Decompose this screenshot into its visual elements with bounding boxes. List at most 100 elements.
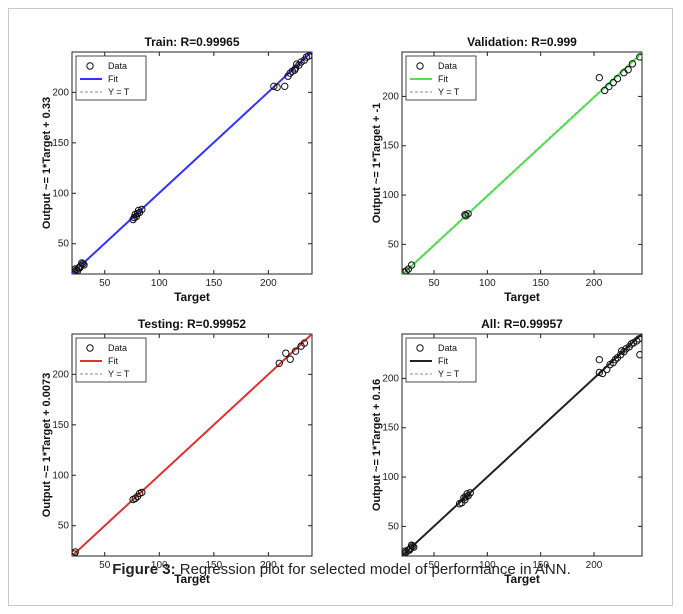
chart-title: Train: R=0.99965 — [144, 35, 239, 49]
chart-title: Validation: R=0.999 — [467, 35, 577, 49]
chart-train-svg: Train: R=0.99965 50 100 150 200 50 100 150 200 Ta… — [41, 35, 313, 304]
x-tick-label: 100 — [151, 278, 168, 289]
data-point — [618, 347, 626, 355]
y-tick-label: 150 — [382, 141, 399, 152]
data-point — [611, 355, 620, 364]
y-axis-label: Output ~= 1*Target + -1 — [371, 103, 383, 224]
data-point — [134, 206, 143, 215]
plot-content — [72, 334, 312, 556]
data-point — [461, 211, 469, 219]
y-tick-label: 50 — [388, 521, 400, 532]
chart-panel-testing: Testing: R=0.99952 50 100 150 200 50 100 150 200… — [38, 312, 338, 586]
data-point — [464, 210, 472, 218]
data-point — [286, 355, 294, 363]
y-tick-label: 200 — [382, 373, 399, 384]
data-point — [595, 368, 604, 377]
y-tick-label: 150 — [52, 420, 69, 431]
x-tick-label: 150 — [532, 278, 549, 289]
data-point — [305, 52, 312, 60]
legend-label-data: Data — [108, 343, 127, 353]
legend-label-fit: Fit — [438, 356, 448, 366]
legend-data-marker — [416, 344, 424, 352]
legend-label-fit: Fit — [108, 356, 118, 366]
data-point — [598, 369, 607, 378]
x-tick-label: 50 — [428, 278, 440, 289]
y-tick-label: 150 — [52, 138, 69, 149]
x-tick-label: 100 — [479, 278, 496, 289]
x-tick-label: 150 — [532, 560, 549, 571]
data-point — [407, 261, 416, 269]
y-tick-label: 100 — [52, 470, 69, 481]
caption-label: Figure 3: — [112, 561, 176, 578]
y-tick-label: 200 — [52, 87, 69, 98]
y-tick-label: 150 — [382, 423, 399, 434]
legend-label-data: Data — [438, 61, 457, 71]
legend-label-identity: Y = T — [438, 87, 460, 97]
data-point — [78, 259, 86, 267]
y-tick-label: 200 — [52, 369, 69, 380]
x-tick-label: 50 — [428, 560, 440, 571]
legend-label-identity: Y = T — [108, 369, 130, 379]
x-tick-label: 200 — [260, 278, 277, 289]
chart-all-svg: All: R=0.99957 50 100 150 200 50 100 150 200 Targ… — [371, 317, 643, 586]
x-tick-label: 200 — [586, 560, 603, 571]
data-point — [632, 337, 641, 345]
x-axis-label: Target — [174, 572, 210, 586]
data-point — [270, 82, 278, 91]
y-tick-label: 50 — [58, 521, 70, 532]
x-tick-label: 100 — [479, 560, 496, 571]
legend-label-data: Data — [108, 61, 127, 71]
plot-content — [402, 52, 642, 274]
chart-title: Testing: R=0.99952 — [138, 317, 246, 331]
chart-panel-all: All: R=0.99957 50 100 150 200 50 100 150 200 Targ… — [368, 312, 668, 586]
caption-text: Regression plot for selected model of pe… — [179, 561, 571, 578]
legend-label-identity: Y = T — [438, 369, 460, 379]
data-point — [300, 339, 309, 347]
figure-caption: Figure 3: Regression plot for selected m… — [0, 561, 683, 578]
x-tick-label: 150 — [205, 560, 222, 571]
data-point — [129, 495, 137, 504]
data-point — [624, 66, 632, 74]
data-point — [72, 265, 79, 273]
data-point — [291, 347, 300, 355]
data-point — [600, 86, 609, 95]
chart-panel-train: Train: R=0.99965 50 100 150 200 50 100 150 200 Ta… — [38, 30, 338, 304]
data-point — [402, 547, 409, 555]
y-axis-label: Output ~= 1*Target + 0.0073 — [41, 373, 53, 517]
data-point — [463, 490, 471, 498]
y-axis-label: Output ~= 1*Target + 0.16 — [371, 379, 383, 511]
x-axis-label: Target — [504, 290, 540, 304]
data-point — [273, 83, 281, 92]
y-tick-label: 100 — [382, 190, 399, 201]
y-axis-label: Output ~= 1*Target + 0.33 — [41, 97, 53, 229]
legend-label-fit: Fit — [108, 74, 118, 84]
fit-line — [402, 52, 642, 274]
legend-label-data: Data — [438, 343, 457, 353]
data-point — [72, 548, 79, 556]
data-point — [609, 78, 617, 87]
data-point — [407, 541, 416, 549]
y-tick-label: 200 — [382, 91, 399, 102]
x-tick-label: 200 — [260, 560, 277, 571]
fit-line — [72, 334, 312, 556]
data-point — [613, 74, 622, 83]
legend-data-marker — [86, 62, 94, 70]
data-point — [410, 543, 418, 551]
data-point — [138, 205, 146, 214]
data-point — [595, 355, 604, 364]
data-point — [402, 267, 410, 274]
data-point — [595, 73, 604, 82]
data-point — [462, 212, 470, 220]
plot-content — [72, 52, 312, 274]
data-point — [281, 82, 289, 91]
chart-testing-svg: Testing: R=0.99952 50 100 150 200 50 100 150 200… — [41, 317, 313, 586]
x-tick-label: 100 — [151, 560, 168, 571]
data-point — [636, 53, 642, 61]
chart-validation-svg: Validation: R=0.999 50 100 150 200 50 100 150 20… — [371, 35, 643, 304]
data-point — [466, 489, 474, 497]
y-tick-label: 50 — [58, 239, 70, 250]
data-point — [605, 82, 613, 91]
data-point — [275, 359, 283, 367]
x-tick-label: 50 — [99, 278, 111, 289]
y-tick-label: 50 — [388, 239, 400, 250]
